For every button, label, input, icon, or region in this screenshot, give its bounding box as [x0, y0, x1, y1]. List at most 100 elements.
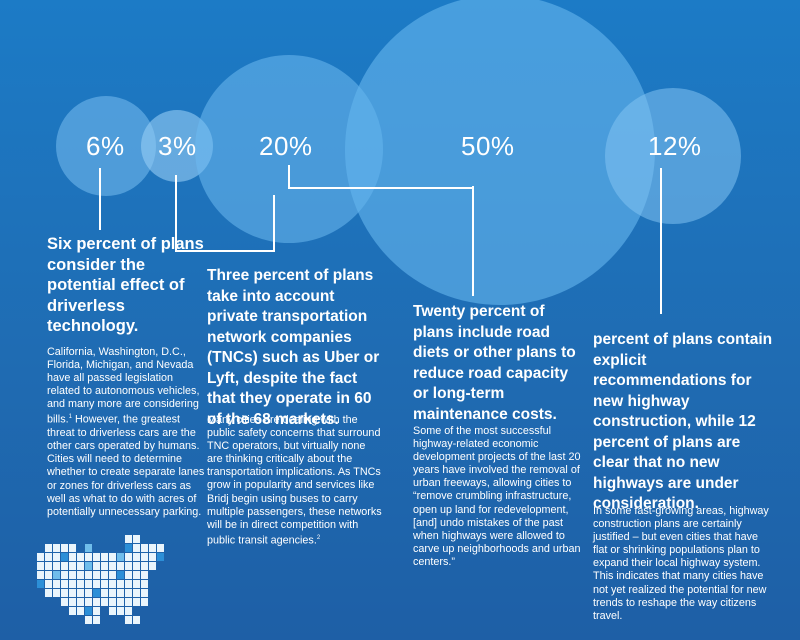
- map-cell: [133, 571, 140, 579]
- map-cell: [45, 589, 52, 597]
- map-cell: [149, 553, 156, 561]
- map-cell: [93, 562, 100, 570]
- map-cell: [117, 553, 124, 561]
- map-cell: [69, 598, 76, 606]
- map-cell: [45, 544, 52, 552]
- bubble-50-percent: [345, 0, 655, 305]
- map-cell: [53, 544, 60, 552]
- stat-6-body: California, Washington, D.C., Florida, M…: [47, 346, 207, 519]
- map-cell: [37, 580, 44, 588]
- map-cell: [125, 553, 132, 561]
- map-cell: [101, 553, 108, 561]
- map-cell: [93, 553, 100, 561]
- map-cell: [45, 571, 52, 579]
- stat-3-heading: Three percent of plans take into account…: [207, 267, 380, 428]
- map-cell: [93, 580, 100, 588]
- footnote-2: 2: [316, 534, 321, 541]
- map-cell: [133, 580, 140, 588]
- map-cell: [85, 616, 92, 624]
- map-cell: [133, 589, 140, 597]
- map-cell: [101, 598, 108, 606]
- map-cell: [109, 589, 116, 597]
- map-cell: [125, 544, 132, 552]
- bubble-6-percent: [56, 96, 156, 196]
- map-cell: [125, 535, 132, 543]
- connector-20-v: [472, 186, 474, 296]
- map-cell: [85, 589, 92, 597]
- map-cell: [125, 598, 132, 606]
- stat-6-body-text-cont: However, the greatest threat to driverle…: [47, 414, 205, 518]
- stat-20-heading: Twenty percent of plans include road die…: [413, 303, 576, 423]
- map-cell: [101, 571, 108, 579]
- map-cell: [157, 553, 164, 561]
- map-cell: [117, 571, 124, 579]
- stat-3-body: Many cities are dealing with the public …: [207, 414, 382, 548]
- map-cell: [117, 589, 124, 597]
- map-cell: [117, 607, 124, 615]
- stat-12-heading: percent of plans contain explicit recomm…: [593, 331, 773, 512]
- connector-6: [99, 168, 101, 230]
- map-cell: [93, 571, 100, 579]
- map-cell: [61, 589, 68, 597]
- map-cell: [101, 562, 108, 570]
- us-map-icon: [37, 535, 164, 624]
- map-cell: [141, 562, 148, 570]
- connector-50: [660, 168, 662, 314]
- map-cell: [125, 616, 132, 624]
- map-cell: [77, 553, 84, 561]
- map-cell: [69, 544, 76, 552]
- map-cell: [109, 553, 116, 561]
- map-cell: [77, 607, 84, 615]
- map-cell: [133, 562, 140, 570]
- map-cell: [93, 616, 100, 624]
- map-cell: [61, 580, 68, 588]
- stat-6-body-text: California, Washington, D.C., Florida, M…: [47, 346, 200, 427]
- stat-20-body: Some of the most successful highway-rela…: [413, 425, 581, 568]
- percent-50-label: 50%: [461, 131, 515, 161]
- map-cell: [157, 544, 164, 552]
- map-cell: [85, 607, 92, 615]
- footnote-1: 1: [68, 414, 72, 421]
- map-cell: [77, 562, 84, 570]
- bubble-12-percent: [605, 88, 741, 224]
- map-cell: [101, 580, 108, 588]
- map-cell: [93, 607, 100, 615]
- map-cell: [77, 589, 84, 597]
- map-cell: [85, 571, 92, 579]
- map-cell: [125, 580, 132, 588]
- map-cell: [109, 580, 116, 588]
- map-cell: [53, 589, 60, 597]
- map-cell: [77, 598, 84, 606]
- stat-12-body: In some fast-growing areas, highway cons…: [593, 505, 769, 622]
- map-cell: [37, 571, 44, 579]
- map-cell: [45, 580, 52, 588]
- percent-3-label: 3%: [158, 131, 197, 161]
- map-cell: [109, 607, 116, 615]
- stat-6-heading: Six percent of plans consider the potent…: [47, 235, 204, 335]
- map-cell: [77, 580, 84, 588]
- map-cell: [37, 553, 44, 561]
- map-cell: [61, 562, 68, 570]
- map-cell: [141, 580, 148, 588]
- map-cell: [109, 598, 116, 606]
- stat-3-body-text: Many cities are dealing with the public …: [207, 414, 382, 547]
- map-cell: [69, 580, 76, 588]
- map-cell: [69, 571, 76, 579]
- map-cell: [61, 544, 68, 552]
- percent-6-label: 6%: [86, 131, 125, 161]
- map-cell: [141, 589, 148, 597]
- map-cell: [141, 598, 148, 606]
- map-cell: [85, 580, 92, 588]
- connector-3: [175, 175, 275, 252]
- map-cell: [133, 598, 140, 606]
- map-cell: [133, 544, 140, 552]
- map-cell: [149, 562, 156, 570]
- map-cell: [117, 562, 124, 570]
- map-cell: [53, 580, 60, 588]
- map-cell: [141, 553, 148, 561]
- map-cell: [45, 562, 52, 570]
- map-cell: [141, 544, 148, 552]
- map-cell: [117, 580, 124, 588]
- map-cell: [53, 562, 60, 570]
- map-cell: [125, 571, 132, 579]
